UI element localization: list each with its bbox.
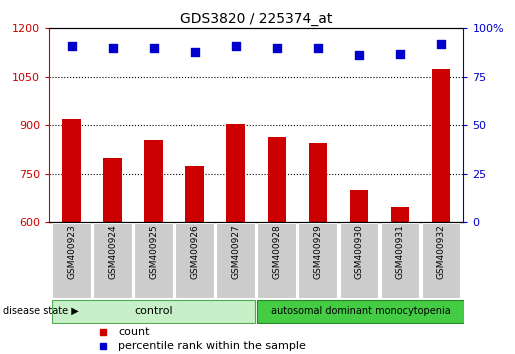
Point	[191, 49, 199, 55]
Point	[355, 53, 363, 58]
Title: GDS3820 / 225374_at: GDS3820 / 225374_at	[180, 12, 332, 26]
Point	[149, 45, 158, 51]
Bar	[299, 223, 337, 298]
Text: GSM400924: GSM400924	[108, 224, 117, 279]
Text: GSM400928: GSM400928	[272, 224, 281, 279]
Bar	[227, 124, 245, 354]
Point	[272, 45, 281, 51]
Text: GSM400932: GSM400932	[436, 224, 445, 279]
Bar	[175, 223, 214, 298]
Point	[314, 45, 322, 51]
Point	[232, 43, 240, 48]
Bar	[216, 223, 255, 298]
Bar	[432, 69, 450, 354]
Bar	[62, 119, 81, 354]
Bar	[267, 137, 286, 354]
Bar	[381, 223, 419, 298]
Bar	[308, 143, 327, 354]
Text: count: count	[118, 327, 150, 337]
Bar	[144, 140, 163, 354]
Text: GSM400930: GSM400930	[354, 224, 363, 279]
Text: GSM400927: GSM400927	[231, 224, 240, 279]
Bar	[134, 223, 173, 298]
Bar	[391, 207, 409, 354]
Text: GSM400923: GSM400923	[67, 224, 76, 279]
Point	[109, 45, 117, 51]
Bar	[52, 300, 255, 322]
Point	[67, 43, 76, 48]
Bar	[185, 166, 204, 354]
Bar	[339, 223, 378, 298]
Text: GSM400929: GSM400929	[313, 224, 322, 279]
Point	[396, 51, 404, 56]
Bar	[258, 300, 464, 322]
Bar	[258, 223, 296, 298]
Bar	[350, 190, 368, 354]
Text: disease state ▶: disease state ▶	[3, 306, 78, 316]
Bar	[422, 223, 460, 298]
Text: GSM400931: GSM400931	[396, 224, 404, 279]
Text: percentile rank within the sample: percentile rank within the sample	[118, 342, 306, 352]
Text: autosomal dominant monocytopenia: autosomal dominant monocytopenia	[270, 306, 450, 316]
Bar	[52, 223, 91, 298]
Bar	[104, 158, 122, 354]
Bar	[93, 223, 132, 298]
Text: GSM400925: GSM400925	[149, 224, 158, 279]
Text: control: control	[134, 306, 173, 316]
Point	[437, 41, 445, 47]
Text: GSM400926: GSM400926	[190, 224, 199, 279]
